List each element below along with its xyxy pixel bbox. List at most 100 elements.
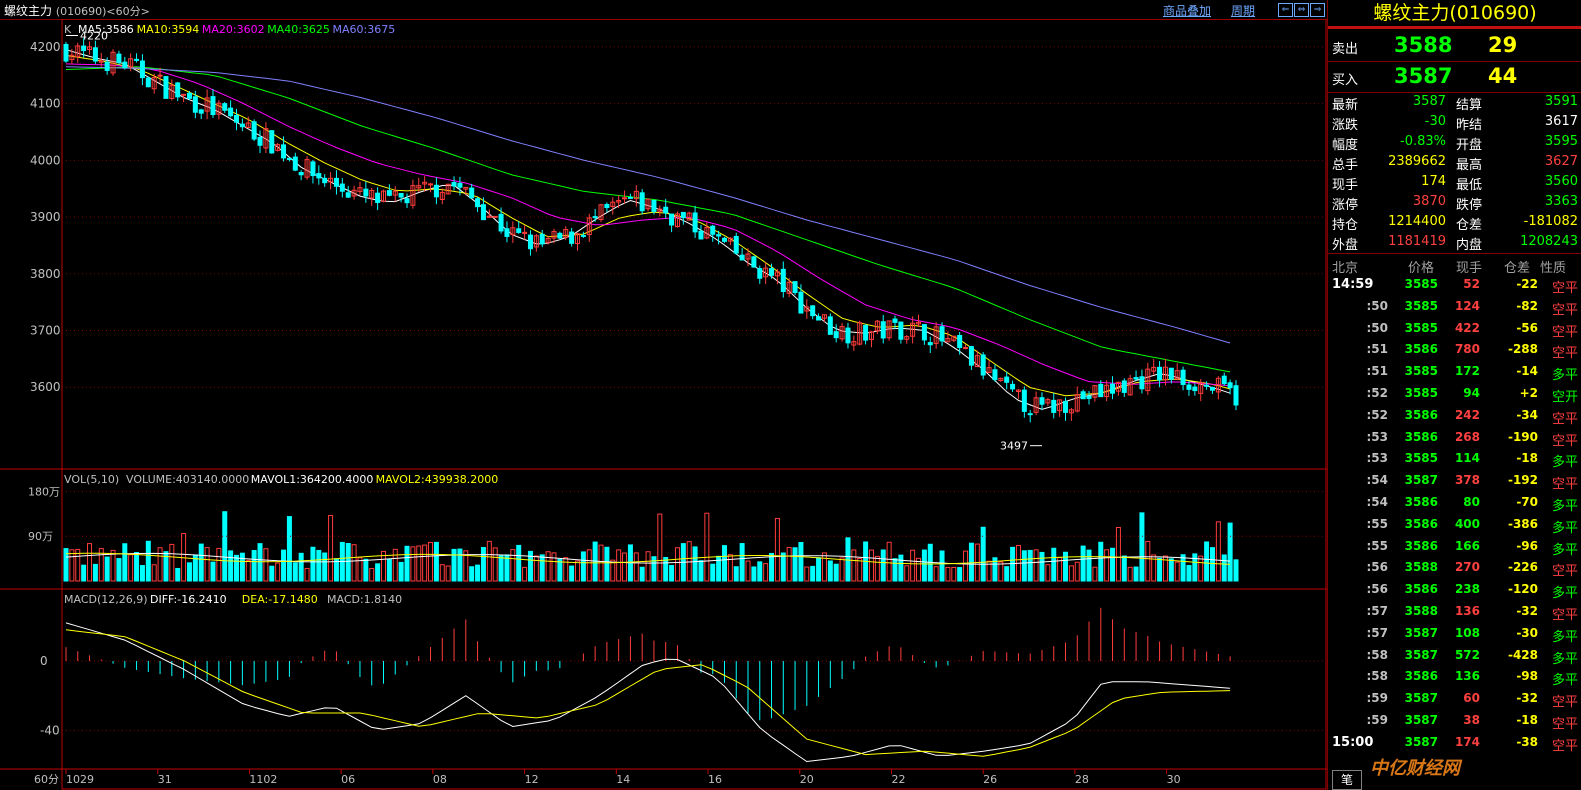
- candle-down: [239, 123, 245, 128]
- volume-bar: [351, 544, 357, 582]
- volume-bar: [739, 543, 745, 582]
- stat-value: -181082: [1523, 214, 1578, 229]
- volume-bar: [910, 549, 916, 582]
- low-marker-label: 3497: [1000, 440, 1028, 453]
- candle-down: [451, 182, 457, 187]
- quote-stat-row: 最新 3587 结算 3591: [1328, 92, 1581, 113]
- volume-bar: [210, 561, 216, 582]
- candle-down: [457, 182, 463, 188]
- tick-row: :55 3586 166 -96 多平: [1328, 536, 1581, 558]
- tick-position-diff: -226: [1507, 560, 1538, 575]
- candle-down: [833, 331, 839, 339]
- volume-bar: [580, 551, 586, 582]
- candle-up: [575, 233, 581, 245]
- candle-down: [286, 157, 292, 160]
- candle-down: [198, 109, 204, 114]
- candle-up: [1092, 385, 1098, 398]
- nav-zoom-button[interactable]: ⇔: [1294, 3, 1309, 17]
- tick-time: :50: [1366, 298, 1389, 313]
- tick-volume: 238: [1454, 582, 1480, 597]
- volume-bar: [1062, 551, 1068, 582]
- volume-bar: [116, 558, 122, 582]
- volume-bar: [245, 559, 251, 582]
- volume-bar: [304, 567, 310, 582]
- tick-tab[interactable]: 笔: [1332, 770, 1362, 790]
- volume-bar: [316, 549, 322, 582]
- candle-up: [439, 191, 445, 200]
- volume-bar: [451, 548, 457, 582]
- candle-down: [475, 198, 481, 208]
- x-axis-tick-label: 16: [708, 773, 722, 786]
- tick-price: 3585: [1404, 386, 1438, 400]
- volume-bar: [87, 543, 93, 582]
- nav-left-button[interactable]: ⇐: [1278, 3, 1293, 17]
- quote-stat-row: 涨跌 -30 昨结 3617: [1328, 112, 1581, 133]
- candle-down: [1021, 389, 1027, 412]
- tick-price: 3585: [1404, 298, 1438, 313]
- volume-bar: [651, 556, 657, 582]
- candle-up: [598, 204, 604, 221]
- volume-bar: [963, 550, 969, 582]
- stat-value: 3870: [1412, 194, 1446, 209]
- candle-up: [422, 181, 428, 185]
- price-panel-label: K: [64, 23, 72, 36]
- candle-down: [516, 228, 522, 233]
- tick-time: :51: [1366, 342, 1389, 357]
- volume-bar: [774, 517, 780, 582]
- stat-value: 3591: [1544, 94, 1578, 109]
- volume-bar: [992, 557, 998, 582]
- tick-volume: 60: [1463, 691, 1480, 706]
- volume-legend-mavol2: MAVOL2:439938.2000: [376, 473, 499, 486]
- tick-position-diff: +2: [1519, 386, 1538, 400]
- overlay-commodity-link[interactable]: 商品叠加: [1163, 4, 1212, 18]
- candle-up: [904, 336, 910, 340]
- tick-price: 3587: [1404, 734, 1438, 749]
- volume-bar: [898, 554, 904, 582]
- volume-bar: [851, 549, 857, 582]
- nav-right-button[interactable]: ⇒: [1310, 3, 1325, 17]
- period-link[interactable]: 周期: [1231, 4, 1256, 18]
- volume-bar: [551, 552, 557, 582]
- stat-label: 跌停: [1456, 198, 1483, 213]
- candle-up: [1115, 381, 1121, 392]
- candle-up: [1057, 399, 1063, 412]
- stat-value: 3627: [1544, 154, 1578, 169]
- tick-row: :53 3585 114 -18 多平: [1328, 448, 1581, 470]
- tick-nature: 空平: [1551, 433, 1578, 449]
- tick-nature: 多平: [1551, 629, 1578, 645]
- volume-bar: [310, 546, 316, 582]
- col-nature-header: 性质: [1540, 261, 1567, 276]
- volume-bar: [810, 565, 816, 582]
- tick-volume: 378: [1454, 473, 1480, 488]
- volume-bar: [686, 541, 692, 582]
- candle-down: [1080, 391, 1086, 400]
- tick-price: 3587: [1404, 713, 1438, 727]
- stat-value: 3363: [1544, 194, 1578, 209]
- volume-bar: [398, 561, 404, 582]
- tick-nature: 多平: [1551, 542, 1578, 558]
- volume-bar: [504, 554, 510, 582]
- quote-panel-title: 螺纹主力(010690): [1373, 2, 1537, 24]
- macd-tick-label: 0: [40, 654, 48, 668]
- tick-time: :52: [1366, 386, 1389, 400]
- volume-bar: [257, 543, 263, 582]
- candle-down: [404, 198, 410, 204]
- volume-bar: [904, 565, 910, 582]
- candle-down: [1139, 376, 1145, 390]
- volume-bar: [369, 568, 375, 582]
- tick-time: :53: [1366, 451, 1389, 466]
- kline-chart[interactable]: 4200 4100 4000 3900 3800 3700 3600 K MA5:3586 MA1…: [0, 19, 1327, 790]
- ma-legend-ma10: MA10:3594: [137, 23, 200, 36]
- volume-bar: [392, 548, 398, 582]
- tick-nature: 空平: [1551, 324, 1578, 340]
- tick-volume: 572: [1454, 647, 1480, 662]
- high-marker-label: 4220: [80, 30, 108, 43]
- volume-bar: [157, 547, 163, 582]
- candle-down: [175, 82, 181, 98]
- candle-down: [1186, 384, 1192, 390]
- buy-label: 买入: [1332, 73, 1359, 88]
- x-axis-tick-label: 06: [341, 773, 355, 786]
- ma-line-ma60: [65, 66, 1231, 344]
- volume-bar: [216, 547, 222, 582]
- quote-stat-row: 总手 2389662 最高 3627: [1328, 152, 1581, 173]
